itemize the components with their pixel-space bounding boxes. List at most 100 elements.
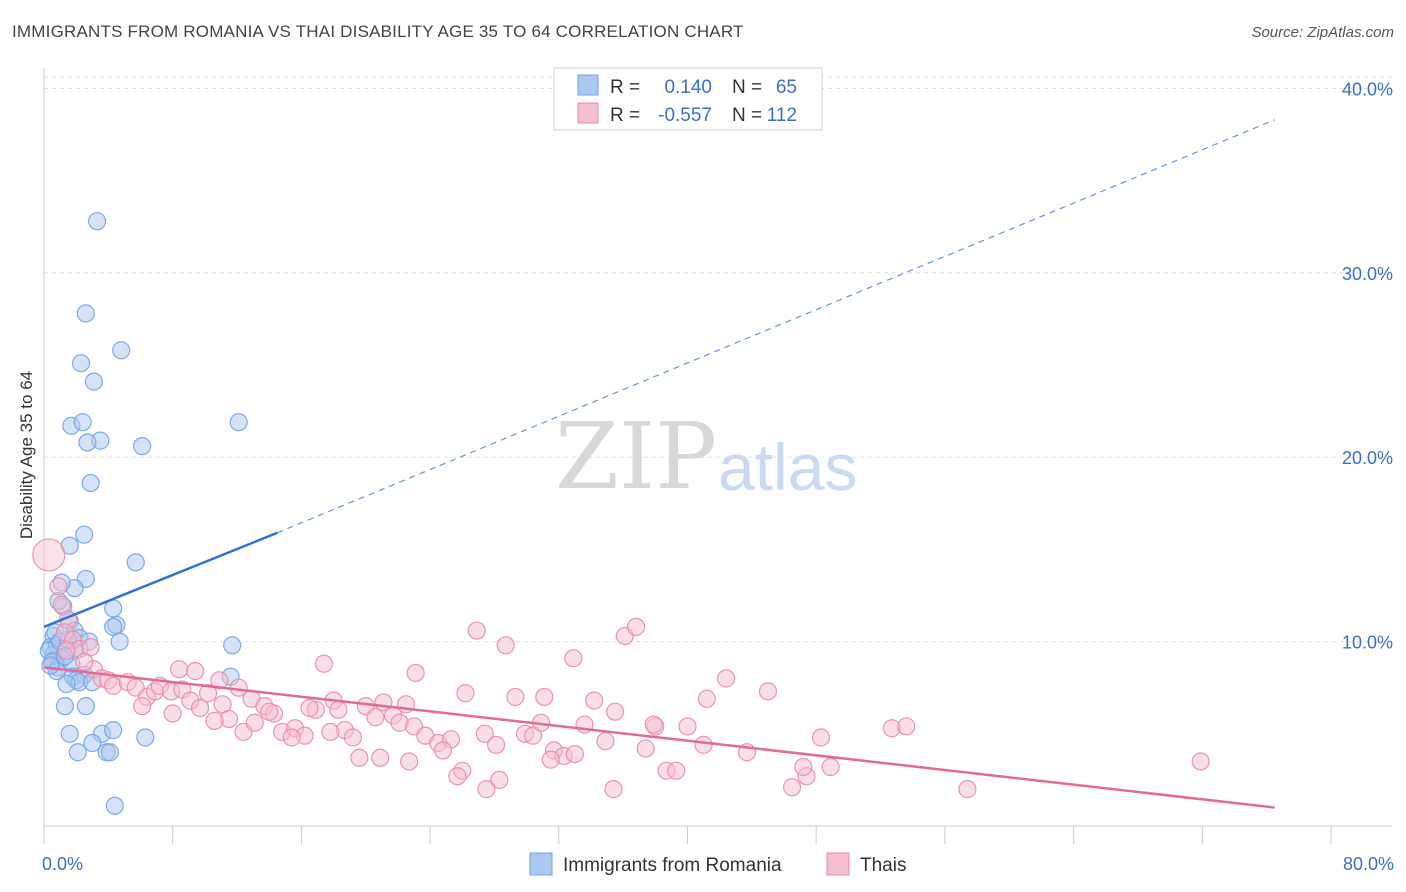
thais-point	[821, 757, 840, 777]
thais-point	[205, 711, 224, 730]
legend-n-value: 65	[776, 77, 797, 98]
thais-point	[300, 698, 319, 718]
grid-lines	[44, 76, 1392, 643]
romania-point	[81, 473, 100, 493]
watermark-zip: ZIP	[555, 403, 717, 510]
thais-point	[400, 752, 419, 771]
legend-r-value: -0.557	[658, 105, 712, 126]
thais-point	[486, 735, 506, 754]
thais-point	[541, 750, 560, 769]
thais-point	[475, 724, 494, 743]
thais-point	[564, 649, 583, 668]
thais-point	[758, 682, 778, 701]
y-tick-label: 30.0%	[1342, 264, 1393, 284]
thais-point	[49, 577, 68, 596]
romania-point	[100, 743, 120, 762]
romania-point	[133, 437, 152, 456]
romania-point	[60, 724, 79, 743]
thais-point	[678, 717, 697, 736]
thais-point	[596, 732, 615, 751]
legend-swatch-romania	[577, 74, 599, 96]
x-tick-label-max: 80.0%	[1343, 854, 1394, 874]
thais-point	[133, 697, 152, 716]
legend-r-label: R =	[610, 105, 640, 126]
thais-point	[456, 684, 475, 703]
thais-point	[371, 748, 390, 767]
romania-point	[136, 728, 155, 747]
romania-trend-extension	[277, 119, 1275, 534]
romania-point	[76, 304, 95, 323]
thais-point	[448, 767, 467, 786]
romania-point	[71, 354, 91, 373]
thais-point	[644, 715, 663, 734]
thais-point	[366, 708, 385, 727]
y-axis-label: Disability Age 35 to 64	[17, 371, 36, 539]
romania-point	[41, 656, 60, 675]
thais-point	[897, 717, 916, 736]
thais-point	[717, 669, 736, 688]
legend-r-label: R =	[610, 77, 640, 98]
thais-point	[32, 538, 66, 572]
watermark: ZIP atlas	[555, 403, 857, 510]
y-tick-label: 10.0%	[1342, 633, 1393, 653]
thais-point	[506, 687, 525, 707]
legend-swatch	[529, 852, 553, 876]
thais-point	[523, 726, 543, 745]
y-tick-label: 40.0%	[1342, 79, 1393, 99]
romania-point	[229, 413, 248, 432]
thais-point	[565, 744, 584, 764]
thais-point	[958, 780, 977, 799]
romania-point	[68, 743, 87, 762]
romania-point	[83, 733, 102, 753]
thais-point	[467, 621, 486, 640]
thais-point	[606, 702, 625, 721]
thais-point	[636, 739, 655, 758]
thais-trend-line	[43, 666, 1275, 809]
thais-point	[782, 778, 802, 797]
thais-point	[75, 652, 94, 671]
romania-point	[57, 674, 76, 694]
thais-point	[585, 691, 604, 710]
thais-point	[329, 700, 348, 719]
thais-point	[694, 735, 713, 754]
correlation-legend: R = 0.140 N = 65 R = -0.557 N = 112	[553, 67, 823, 131]
thais-point	[667, 761, 686, 780]
thais-point	[314, 654, 334, 673]
watermark-atlas: atlas	[718, 430, 857, 504]
legend-r-value: 0.140	[664, 77, 712, 98]
x-tick-label-min: 0.0%	[42, 854, 83, 874]
thais-point	[794, 757, 813, 777]
legend-n-label: N =	[732, 77, 762, 98]
romania-point	[78, 433, 97, 452]
thais-point	[282, 728, 301, 747]
data-points	[32, 212, 1210, 815]
trend-lines	[43, 119, 1275, 809]
thais-point	[170, 660, 189, 679]
thais-point	[477, 780, 496, 799]
romania-point	[110, 632, 129, 651]
thais-point	[433, 741, 453, 760]
romania-point	[84, 372, 103, 391]
thais-point	[210, 671, 229, 690]
legend-series-label: Immigrants from Romania	[563, 855, 782, 876]
y-tick-label: 20.0%	[1342, 448, 1393, 468]
romania-point	[104, 721, 123, 740]
romania-point	[223, 636, 242, 655]
legend-swatch-thais	[577, 102, 599, 124]
thais-point	[198, 684, 218, 703]
romania-point	[112, 341, 131, 360]
thais-point	[697, 689, 716, 708]
romania-point	[87, 212, 107, 231]
thais-point	[190, 698, 210, 718]
thais-point	[186, 662, 205, 681]
legend-n-label: N =	[732, 105, 762, 126]
thais-point	[626, 617, 646, 636]
romania-point	[76, 697, 95, 716]
thais-point	[1191, 752, 1210, 771]
romania-point	[55, 697, 75, 716]
romania-point	[73, 413, 92, 432]
thais-point	[406, 663, 425, 683]
thais-point	[57, 641, 76, 660]
thais-point	[260, 702, 279, 721]
